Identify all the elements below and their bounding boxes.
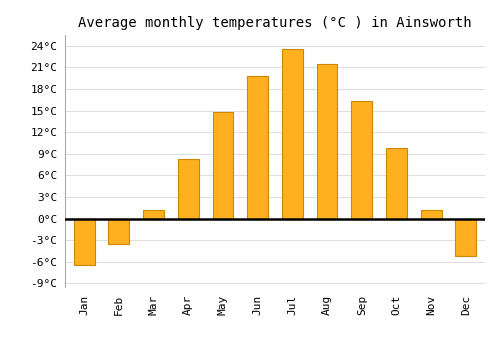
Bar — [247, 76, 268, 219]
Bar — [143, 210, 164, 219]
Bar — [282, 49, 303, 219]
Bar — [178, 159, 199, 219]
Bar — [316, 64, 338, 219]
Bar — [74, 219, 94, 265]
Bar — [212, 112, 234, 219]
Bar — [456, 219, 476, 256]
Bar — [108, 219, 129, 244]
Title: Average monthly temperatures (°C ) in Ainsworth: Average monthly temperatures (°C ) in Ai… — [78, 16, 472, 30]
Bar — [352, 101, 372, 219]
Bar — [421, 210, 442, 219]
Bar — [386, 148, 407, 219]
